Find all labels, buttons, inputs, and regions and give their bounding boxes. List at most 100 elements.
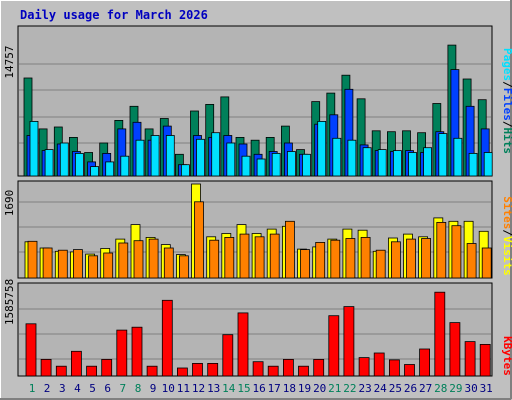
bar-sites-day-5 xyxy=(88,255,98,279)
bar-pages-day-29 xyxy=(453,137,463,177)
day-labels: 1 2 3 4 5 6 7 8 9 10 11 12 13 14 15 16 17 18 19 20 21 22 23 24 2… xyxy=(29,382,493,395)
bar-pages-day-20 xyxy=(317,121,327,177)
visits-ymax-label: 1690 xyxy=(3,190,16,217)
day-label-10: 10 xyxy=(162,382,175,395)
bar-pages-day-11 xyxy=(180,164,190,177)
bar-kbytes-day-18 xyxy=(282,358,294,377)
legend-part: / xyxy=(501,121,512,128)
bar-kbytes-day-23 xyxy=(358,357,370,377)
bar-pages-day-7 xyxy=(120,155,130,177)
bar-pages-day-4 xyxy=(75,152,84,177)
day-label-7: 7 xyxy=(119,382,126,395)
bar-kbytes-day-26 xyxy=(404,364,415,377)
day-label-5: 5 xyxy=(89,382,96,395)
legend-part: Sites xyxy=(501,196,512,229)
day-label-22: 22 xyxy=(343,382,356,395)
bar-sites-day-14 xyxy=(224,236,235,279)
day-label-21: 21 xyxy=(328,382,341,395)
day-label-14: 14 xyxy=(222,382,236,395)
bar-kbytes-day-31 xyxy=(479,343,491,377)
bar-sites-day-28 xyxy=(436,221,447,279)
day-label-3: 3 xyxy=(59,382,66,395)
bar-kbytes-day-11 xyxy=(176,367,188,377)
bar-kbytes-day-22 xyxy=(343,306,355,377)
bar-sites-day-22 xyxy=(345,238,356,279)
bar-kbytes-day-12 xyxy=(192,362,203,377)
chart-title: Daily usage for March 2026 xyxy=(20,8,208,22)
bar-kbytes-day-10 xyxy=(161,299,173,377)
bar-pages-day-21 xyxy=(332,137,342,177)
bar-sites-day-20 xyxy=(315,241,326,279)
bar-kbytes-day-19 xyxy=(298,365,309,377)
day-label-13: 13 xyxy=(207,382,220,395)
bar-pages-day-6 xyxy=(105,161,115,177)
day-label-23: 23 xyxy=(358,382,371,395)
bar-kbytes-day-16 xyxy=(252,361,264,377)
bar-kbytes-day-24 xyxy=(373,352,385,377)
bar-pages-day-23 xyxy=(362,147,372,177)
kbytes-ymax-label: 1585758 xyxy=(3,279,16,325)
day-label-11: 11 xyxy=(177,382,190,395)
day-label-24: 24 xyxy=(374,382,388,395)
legend-kbytes: KBytes xyxy=(501,336,512,376)
bar-sites-day-10 xyxy=(163,247,174,279)
bar-pages-day-9 xyxy=(150,135,160,177)
bar-kbytes-day-25 xyxy=(388,359,400,377)
bar-sites-day-4 xyxy=(73,249,83,279)
bar-kbytes-day-1 xyxy=(25,323,37,377)
day-label-17: 17 xyxy=(268,382,281,395)
bar-kbytes-day-15 xyxy=(237,312,249,377)
bars xyxy=(23,44,493,377)
bar-pages-day-31 xyxy=(483,152,493,177)
bar-pages-day-25 xyxy=(392,150,402,177)
bar-kbytes-day-28 xyxy=(434,291,446,377)
legend-part: Pages xyxy=(501,48,512,81)
bar-pages-day-10 xyxy=(165,135,175,177)
legend-part: / xyxy=(501,229,512,236)
bar-sites-day-30 xyxy=(466,243,477,279)
bar-kbytes-day-14 xyxy=(222,334,234,377)
bar-sites-day-3 xyxy=(57,249,68,279)
day-label-31: 31 xyxy=(480,382,493,395)
day-label-9: 9 xyxy=(150,382,157,395)
bar-kbytes-day-17 xyxy=(267,365,279,377)
bar-kbytes-day-3 xyxy=(55,365,67,377)
bar-kbytes-day-29 xyxy=(449,322,461,377)
day-label-6: 6 xyxy=(104,382,111,395)
bar-kbytes-day-6 xyxy=(101,358,113,377)
bar-sites-day-21 xyxy=(330,239,341,279)
bar-kbytes-day-8 xyxy=(131,326,143,377)
bar-pages-day-17 xyxy=(271,152,281,177)
bar-kbytes-day-21 xyxy=(328,315,340,377)
bar-sites-day-25 xyxy=(390,241,401,279)
bar-sites-day-19 xyxy=(300,249,310,279)
bar-sites-day-17 xyxy=(269,233,280,279)
bar-kbytes-day-9 xyxy=(146,365,158,377)
bar-sites-day-11 xyxy=(178,255,189,279)
day-label-26: 26 xyxy=(404,382,417,395)
day-label-18: 18 xyxy=(283,382,296,395)
bar-kbytes-day-4 xyxy=(71,350,82,377)
bar-pages-day-18 xyxy=(286,151,296,177)
bar-sites-day-27 xyxy=(421,238,432,279)
day-label-12: 12 xyxy=(192,382,205,395)
bar-pages-day-3 xyxy=(59,142,69,177)
bar-pages-day-5 xyxy=(90,166,99,177)
bar-pages-day-2 xyxy=(44,149,54,177)
bar-sites-day-29 xyxy=(451,225,462,279)
bar-sites-day-26 xyxy=(406,238,416,279)
day-label-27: 27 xyxy=(419,382,432,395)
bar-sites-day-12 xyxy=(194,201,204,279)
bar-sites-day-8 xyxy=(133,240,144,279)
bar-kbytes-day-20 xyxy=(313,358,325,377)
bar-pages-day-24 xyxy=(377,149,387,177)
bar-sites-day-9 xyxy=(148,238,159,279)
legend-part: Visits xyxy=(501,236,512,276)
bar-sites-day-2 xyxy=(42,247,53,279)
bar-sites-day-13 xyxy=(209,239,220,279)
day-label-4: 4 xyxy=(74,382,81,395)
day-label-15: 15 xyxy=(237,382,250,395)
day-label-2: 2 xyxy=(44,382,51,395)
bar-kbytes-day-2 xyxy=(40,358,52,377)
